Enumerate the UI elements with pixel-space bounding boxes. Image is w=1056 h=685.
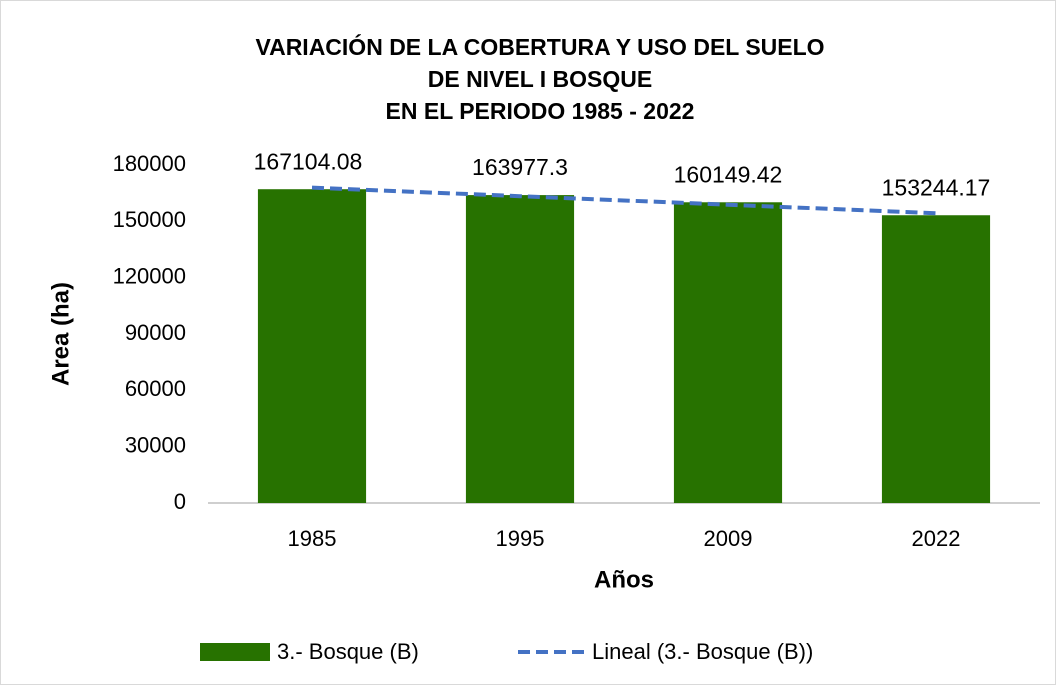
y-tick-label: 60000: [125, 376, 186, 401]
trend-line: [311, 185, 937, 216]
y-tick-label: 180000: [113, 151, 186, 176]
legend-label: Lineal (3.- Bosque (B)): [592, 639, 813, 664]
bar: [257, 189, 367, 503]
y-tick-label: 90000: [125, 320, 186, 345]
data-label: 167104.08: [254, 148, 363, 174]
y-axis-title: Area (ha): [47, 282, 74, 386]
x-tick-label: 2009: [704, 526, 753, 551]
chart-title: EN EL PERIODO 1985 - 2022: [386, 98, 695, 124]
x-axis-title: Años: [594, 566, 654, 593]
x-tick-label: 1985: [288, 526, 337, 551]
y-tick-label: 150000: [113, 207, 186, 232]
data-label: 163977.3: [472, 154, 568, 180]
data-label: 153244.17: [882, 174, 991, 200]
y-tick-label: 30000: [125, 432, 186, 457]
bar: [673, 202, 783, 504]
y-tick-label: 0: [174, 489, 186, 514]
bar: [465, 195, 575, 503]
y-tick-label: 120000: [113, 263, 186, 288]
chart-title: VARIACIÓN DE LA COBERTURA Y USO DEL SUEL…: [255, 33, 824, 60]
x-tick-label: 2022: [912, 526, 961, 551]
legend-label: 3.- Bosque (B): [277, 639, 419, 664]
chart-title: DE NIVEL I BOSQUE: [428, 66, 653, 92]
legend-swatch: [200, 643, 270, 661]
bar: [881, 215, 991, 503]
x-tick-label: 1995: [496, 526, 545, 551]
data-label: 160149.42: [674, 161, 783, 187]
